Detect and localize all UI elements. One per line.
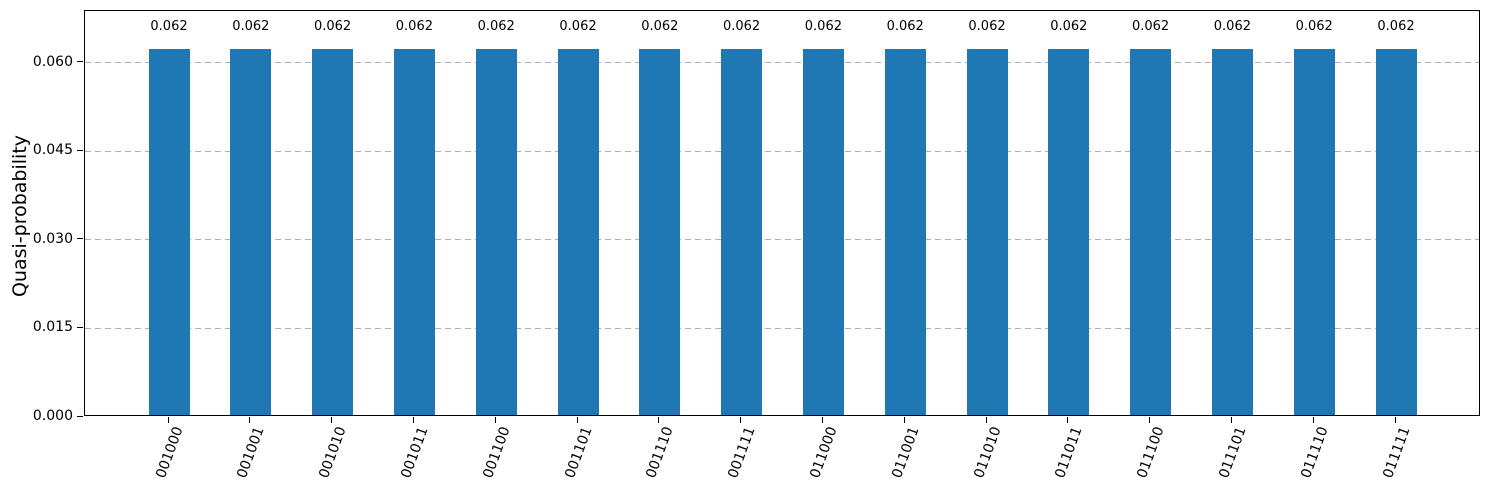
bar	[557, 49, 599, 415]
y-tick-mark	[77, 415, 83, 417]
bar-value-label: 0.062	[1295, 19, 1333, 35]
x-tick-label: 011001	[888, 424, 923, 481]
y-tick-mark	[77, 61, 83, 63]
x-tick-mark	[1149, 417, 1151, 423]
bar-value-label: 0.062	[804, 19, 842, 35]
y-tick-mark	[77, 326, 83, 328]
x-tick-label: 001110	[643, 424, 677, 481]
x-tick-mark	[412, 417, 414, 423]
x-tick-label: 011110	[1297, 424, 1332, 481]
x-tick-label: 001011	[398, 424, 432, 481]
gridline	[85, 62, 1479, 64]
bar	[1130, 49, 1172, 415]
bar	[966, 49, 1008, 415]
bar	[639, 49, 681, 415]
x-tick-mark	[740, 417, 742, 423]
x-tick-label: 001001	[234, 424, 268, 481]
plot-area: 0.062 0.062 0.062 0.062 0.062 0.062 0.062 0.062…	[84, 10, 1480, 416]
x-tick-label: 001111	[725, 424, 759, 481]
x-tick-label: 001000	[152, 424, 187, 481]
bar	[721, 49, 763, 415]
y-tick-label: 0.060	[32, 53, 73, 70]
bar	[884, 49, 926, 415]
x-tick-label: 001101	[561, 424, 596, 481]
x-tick-label: 011100	[1134, 424, 1168, 481]
x-tick-label: 011111	[1379, 424, 1414, 481]
x-tick-mark	[249, 417, 251, 423]
x-tick-mark	[494, 417, 496, 423]
y-tick-mark	[77, 149, 83, 151]
bar	[802, 49, 844, 415]
x-tick-mark	[1312, 417, 1314, 423]
bar	[1293, 49, 1335, 415]
gridline	[85, 239, 1479, 241]
bar	[230, 49, 272, 415]
bar-value-label: 0.062	[722, 19, 761, 35]
x-tick-label: 011011	[1052, 424, 1086, 481]
bar	[1048, 49, 1090, 415]
x-tick-mark	[821, 417, 823, 423]
bar	[393, 49, 435, 415]
bar	[475, 49, 517, 415]
x-tick-mark	[658, 417, 660, 423]
bar	[148, 49, 190, 415]
y-tick-label: 0.000	[32, 408, 73, 424]
bar	[1211, 49, 1253, 415]
bar-value-label: 0.062	[1131, 19, 1170, 35]
bar-value-label: 0.062	[477, 19, 515, 35]
bar	[312, 49, 354, 415]
x-tick-mark	[576, 417, 578, 423]
x-tick-label: 011101	[1216, 424, 1250, 481]
y-tick-mark	[77, 238, 83, 240]
bar-value-label: 0.062	[1213, 19, 1251, 35]
gridline	[85, 150, 1479, 152]
y-tick-label: 0.015	[32, 319, 73, 336]
bars-layer	[85, 11, 1479, 415]
x-tick-label: 001010	[316, 424, 350, 481]
gridline	[85, 327, 1479, 329]
bar-value-label: 0.062	[150, 19, 188, 35]
x-tick-label: 011000	[807, 424, 841, 481]
x-tick-mark	[1394, 417, 1396, 423]
bar-value-label: 0.062	[968, 19, 1006, 35]
y-axis-label: Quasi-probability	[9, 134, 31, 298]
x-tick-mark	[331, 417, 333, 423]
bar-value-label: 0.062	[232, 19, 270, 35]
x-tick-label: 001100	[479, 424, 514, 481]
bar-value-label: 0.062	[395, 19, 433, 35]
x-tick-mark	[903, 417, 905, 423]
bar-value-label: 0.062	[313, 19, 352, 35]
bar-value-label: 0.062	[1377, 19, 1415, 35]
y-tick-label: 0.045	[32, 142, 73, 159]
bar-value-labels-layer: 0.062 0.062 0.062 0.062 0.062 0.062 0.062 0.062…	[85, 11, 1479, 415]
x-tick-label: 011010	[970, 424, 1005, 481]
bar-value-label: 0.062	[559, 19, 597, 35]
x-tick-mark	[1230, 417, 1232, 423]
bar-value-label: 0.062	[1050, 19, 1088, 35]
y-tick-label: 0.030	[32, 230, 73, 247]
x-tick-mark	[985, 417, 987, 423]
bar-value-label: 0.062	[886, 19, 924, 35]
x-tick-mark	[1067, 417, 1069, 423]
gridlines-layer	[85, 11, 1479, 415]
bar-value-label: 0.062	[641, 19, 679, 35]
bar	[1375, 49, 1417, 415]
x-tick-mark	[167, 417, 169, 423]
